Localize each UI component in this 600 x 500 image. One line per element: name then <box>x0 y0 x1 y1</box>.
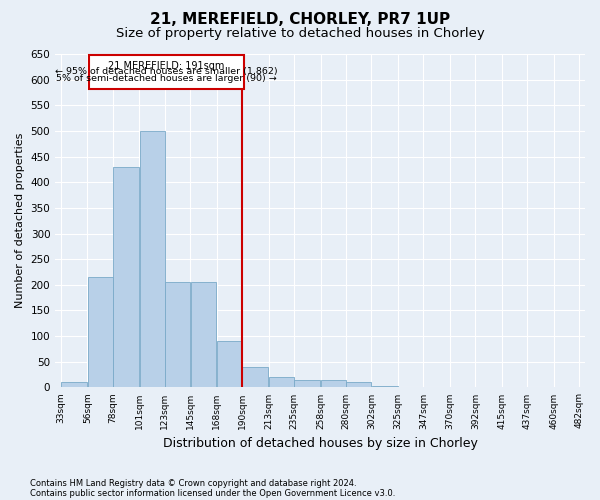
Bar <box>165 282 190 388</box>
Text: 21 MEREFIELD: 191sqm: 21 MEREFIELD: 191sqm <box>109 60 225 70</box>
Bar <box>269 377 294 388</box>
Bar <box>295 380 320 388</box>
Bar <box>321 380 346 388</box>
Bar <box>398 387 423 388</box>
Bar <box>372 386 398 388</box>
Text: Contains HM Land Registry data © Crown copyright and database right 2024.: Contains HM Land Registry data © Crown c… <box>30 478 356 488</box>
Y-axis label: Number of detached properties: Number of detached properties <box>15 133 25 308</box>
Bar <box>242 367 268 388</box>
Text: Size of property relative to detached houses in Chorley: Size of property relative to detached ho… <box>116 28 484 40</box>
Bar <box>113 167 139 388</box>
Bar <box>346 382 371 388</box>
X-axis label: Distribution of detached houses by size in Chorley: Distribution of detached houses by size … <box>163 437 478 450</box>
Bar <box>88 277 113 388</box>
Bar <box>89 55 244 89</box>
Bar <box>140 131 164 388</box>
Bar <box>61 382 87 388</box>
Bar <box>554 387 579 388</box>
Text: ← 95% of detached houses are smaller (1,862): ← 95% of detached houses are smaller (1,… <box>55 68 278 76</box>
Bar <box>191 282 217 388</box>
Text: 21, MEREFIELD, CHORLEY, PR7 1UP: 21, MEREFIELD, CHORLEY, PR7 1UP <box>150 12 450 28</box>
Text: Contains public sector information licensed under the Open Government Licence v3: Contains public sector information licen… <box>30 488 395 498</box>
Text: 5% of semi-detached houses are larger (90) →: 5% of semi-detached houses are larger (9… <box>56 74 277 83</box>
Bar <box>217 342 242 388</box>
